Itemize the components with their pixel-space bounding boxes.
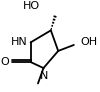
Text: OH: OH (80, 37, 97, 47)
Text: N: N (40, 71, 49, 82)
Text: HO: HO (23, 1, 40, 11)
Text: HN: HN (11, 37, 28, 47)
Text: O: O (1, 57, 9, 67)
